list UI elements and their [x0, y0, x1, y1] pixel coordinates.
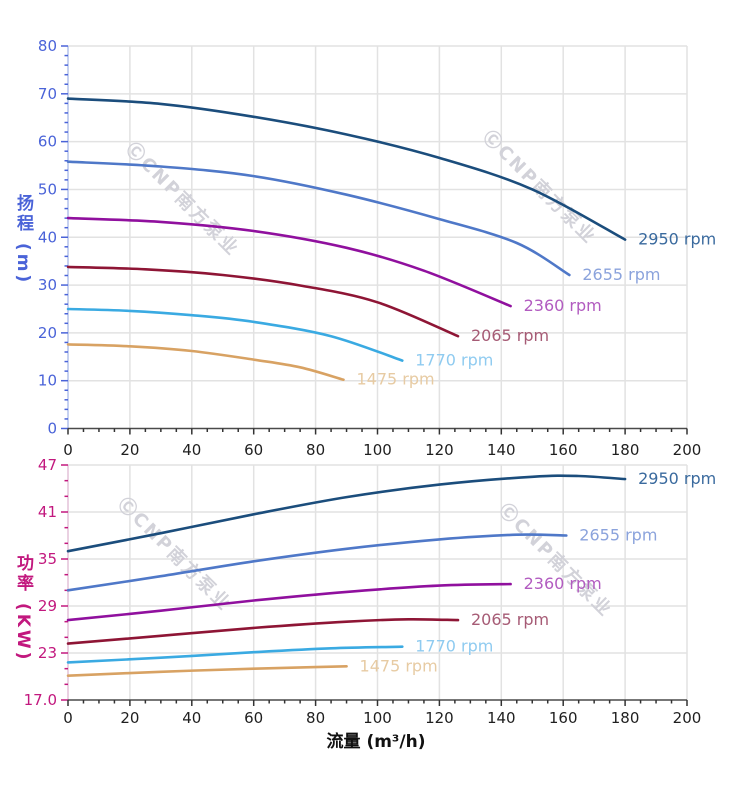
head-y-tick-label: 60 — [38, 133, 57, 151]
power-x-tick-label: 140 — [487, 709, 516, 727]
power-y-tick-label: 35 — [38, 550, 57, 568]
power-curve-label-2360-rpm: 2360 rpm — [524, 574, 602, 593]
head-curve-1770-rpm — [66, 307, 404, 362]
head-x-tick-label: 120 — [425, 441, 454, 459]
power-curve-label-2950-rpm: 2950 rpm — [638, 469, 716, 488]
head-x-tick-label: 40 — [182, 441, 201, 459]
head-y-tick-label: 0 — [47, 420, 57, 438]
head-y-tick-label: 80 — [38, 37, 57, 55]
power-x-tick-label: 0 — [63, 709, 73, 727]
head-curve-2360-rpm — [66, 216, 512, 308]
head-x-tick-label: 80 — [306, 441, 325, 459]
power-y-tick-label: 29 — [38, 597, 57, 615]
head-x-tick-label: 180 — [611, 441, 640, 459]
power-curve-2655-rpm — [66, 533, 568, 592]
power-curve-1475-rpm — [66, 665, 348, 677]
head-curve-2655-rpm — [66, 160, 571, 277]
head-curve-label-1770-rpm: 1770 rpm — [415, 351, 493, 370]
head-curve-label-2950-rpm: 2950 rpm — [638, 230, 716, 249]
head-x-tick-label: 20 — [120, 441, 139, 459]
head-x-tick-label: 60 — [244, 441, 263, 459]
head-y-tick-label: 50 — [38, 180, 57, 198]
power-curve-2950-rpm — [66, 474, 627, 553]
power-curve-2360-rpm — [66, 582, 512, 622]
power-curve-1770-rpm — [66, 645, 404, 664]
head-x-tick-label: 140 — [487, 441, 516, 459]
head-y-tick-label: 70 — [38, 85, 57, 103]
watermark-text: ⒸCNP南方泵业 — [478, 126, 601, 249]
power-x-tick-label: 80 — [306, 709, 325, 727]
head-curve-label-2360-rpm: 2360 rpm — [524, 296, 602, 315]
power-x-tick-label: 100 — [363, 709, 392, 727]
power-x-tick-label: 40 — [182, 709, 201, 727]
head-curve-label-1475-rpm: 1475 rpm — [356, 370, 434, 389]
power-y-tick-label: 41 — [38, 503, 57, 521]
power-curve-label-1475-rpm: 1475 rpm — [360, 656, 438, 675]
power-y-tick-label: 17.0 — [24, 691, 57, 709]
head-x-tick-label: 160 — [549, 441, 578, 459]
power-x-tick-label: 60 — [244, 709, 263, 727]
head-y-tick-label: 30 — [38, 276, 57, 294]
head-y-axis-title: 扬程 (m) — [13, 194, 33, 286]
power-curve-label-1770-rpm: 1770 rpm — [415, 637, 493, 656]
power-curve-label-2065-rpm: 2065 rpm — [471, 610, 549, 629]
flow-x-axis-title: 流量 (m³/h) — [326, 732, 426, 752]
head-curve-2950-rpm — [66, 97, 627, 241]
power-curve-2065-rpm — [66, 617, 460, 645]
head-x-tick-label: 0 — [63, 441, 73, 459]
power-curve-label-2655-rpm: 2655 rpm — [579, 526, 657, 545]
head-y-tick-label: 40 — [38, 228, 57, 246]
head-y-tick-label: 10 — [38, 372, 57, 390]
head-curve-2065-rpm — [66, 265, 460, 338]
power-y-tick-label: 47 — [38, 456, 57, 474]
head-curve-label-2065-rpm: 2065 rpm — [471, 326, 549, 345]
head-y-tick-label: 20 — [38, 324, 57, 342]
head-x-tick-label: 100 — [363, 441, 392, 459]
watermark-text: ⒸCNP南方泵业 — [494, 499, 617, 622]
head-x-tick-label: 200 — [673, 441, 702, 459]
watermark-text: ⒸCNP南方泵业 — [121, 138, 244, 261]
power-x-tick-label: 200 — [673, 709, 702, 727]
power-x-tick-label: 160 — [549, 709, 578, 727]
head-curve-label-2655-rpm: 2655 rpm — [582, 265, 660, 284]
power-y-tick-label: 23 — [38, 644, 57, 662]
head-curve-1475-rpm — [66, 343, 345, 381]
power-y-axis-title: 功率 (KW) — [13, 554, 33, 663]
power-x-tick-label: 180 — [611, 709, 640, 727]
power-x-tick-label: 120 — [425, 709, 454, 727]
power-x-tick-label: 20 — [120, 709, 139, 727]
